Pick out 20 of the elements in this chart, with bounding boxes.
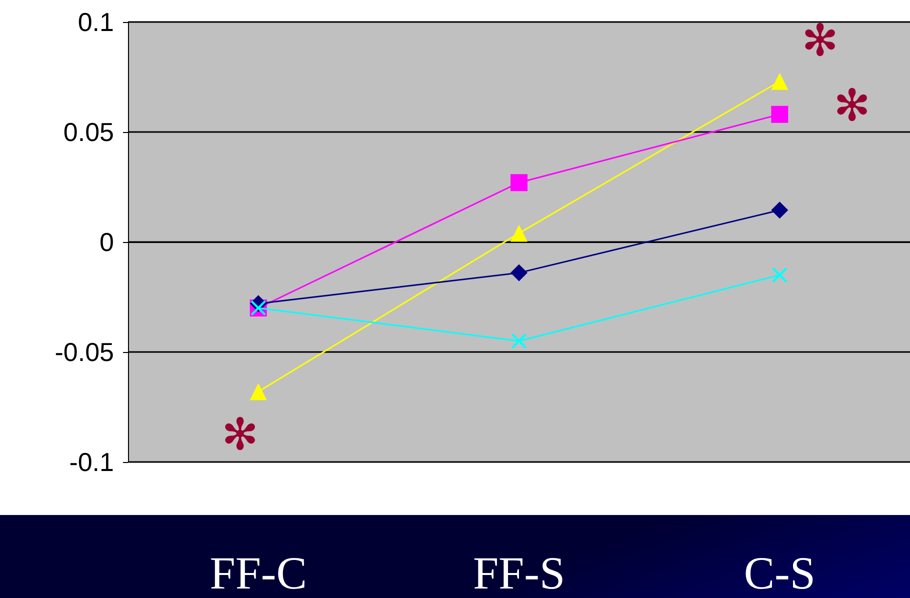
annotation: ✻ [222,410,258,460]
annotation: ✻ [802,16,838,66]
y-tick-label: -0.05 [54,337,114,367]
point [772,268,788,282]
x-tick-label: FF-S [472,548,566,598]
y-tick-label: 0.05 [63,117,114,147]
point [512,334,526,348]
x-tick-label: C-S [744,548,816,598]
y-tick-label: 0.1 [78,7,114,37]
point [771,106,788,123]
point [510,224,528,242]
y-tick-label: 0 [100,227,114,257]
y-tick-label: -0.1 [69,447,114,477]
point [771,72,788,90]
x-tick-label: FF-C [210,548,307,598]
annotation: ✻ [834,80,870,132]
point [510,264,528,282]
point [510,174,528,192]
point [250,383,267,400]
point [771,202,788,219]
